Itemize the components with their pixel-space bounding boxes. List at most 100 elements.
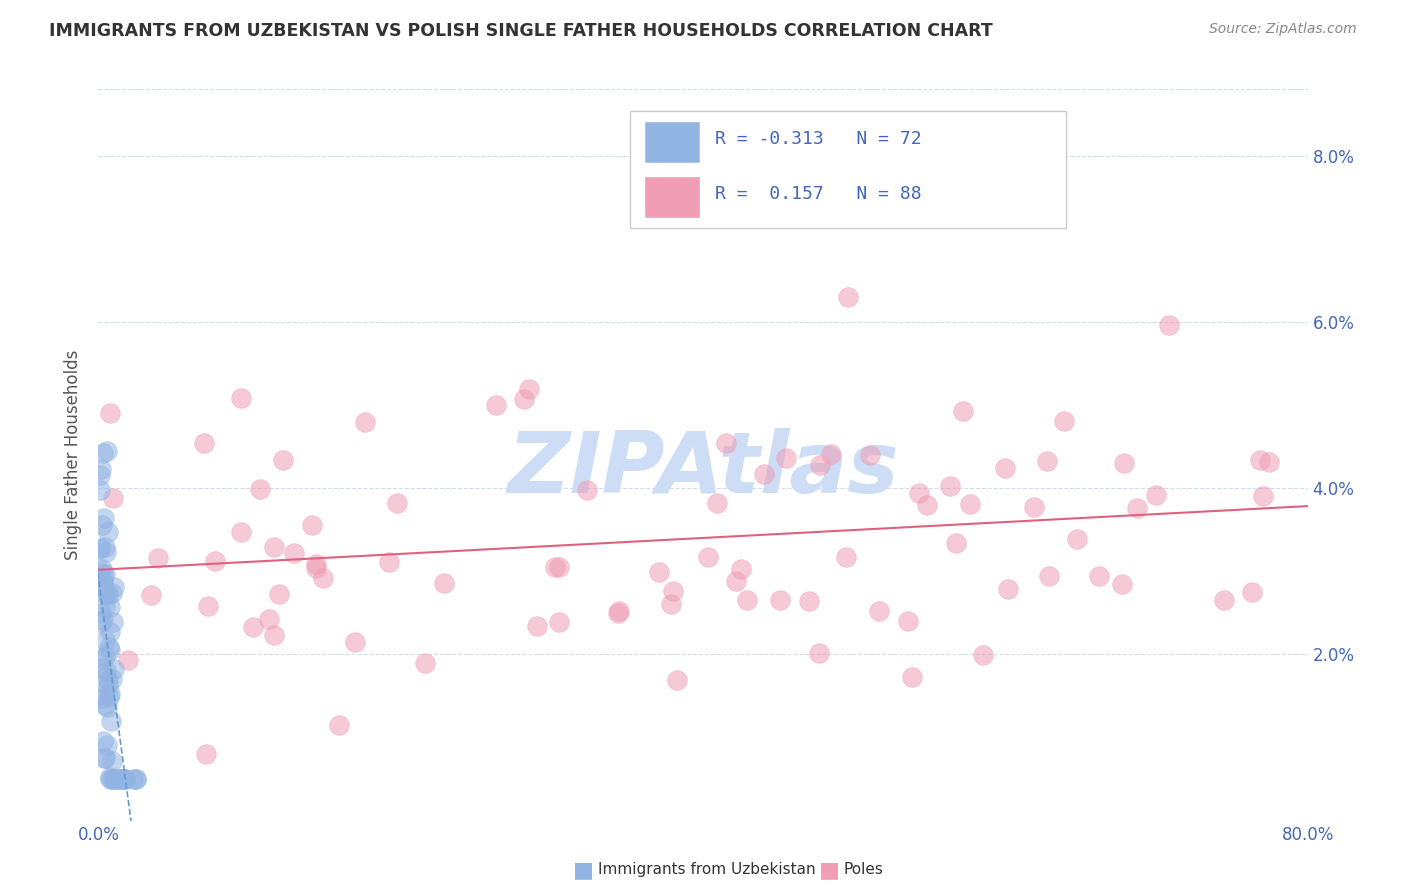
Y-axis label: Single Father Households: Single Father Households: [65, 350, 83, 560]
Point: [835, 550, 858, 565]
Point: [1126, 501, 1149, 516]
Point: [1053, 413, 1076, 427]
Point: [513, 392, 536, 407]
Point: [98, 771, 121, 785]
Point: [994, 460, 1017, 475]
Point: [96, 444, 118, 458]
Point: [859, 448, 882, 462]
Point: [91, 518, 114, 533]
Point: [101, 586, 124, 600]
Point: [98, 687, 121, 701]
Point: [139, 588, 162, 602]
Point: [93, 688, 115, 702]
Point: [1240, 585, 1263, 599]
Point: [526, 618, 548, 632]
Point: [544, 559, 567, 574]
Point: [385, 496, 408, 510]
Point: [96, 738, 118, 752]
Point: [820, 447, 842, 461]
Point: [354, 415, 377, 429]
Point: [769, 593, 792, 607]
Point: [100, 600, 122, 615]
Point: [263, 628, 285, 642]
Point: [125, 772, 148, 786]
Point: [91, 575, 114, 590]
Point: [939, 479, 962, 493]
Point: [837, 290, 859, 304]
Point: [111, 772, 134, 786]
Point: [94, 633, 117, 648]
Text: IMMIGRANTS FROM UZBEKISTAN VS POLISH SINGLE FATHER HOUSEHOLDS CORRELATION CHART: IMMIGRANTS FROM UZBEKISTAN VS POLISH SIN…: [49, 22, 993, 40]
Point: [90, 562, 112, 576]
Text: R =  0.157   N = 88: R = 0.157 N = 88: [716, 185, 922, 202]
Point: [193, 435, 215, 450]
Text: R = -0.313   N = 72: R = -0.313 N = 72: [716, 130, 922, 148]
Point: [98, 690, 121, 704]
Point: [103, 772, 125, 786]
Point: [90, 462, 112, 476]
Point: [97, 640, 120, 654]
Point: [714, 435, 737, 450]
Point: [752, 467, 775, 481]
Point: [90, 690, 112, 705]
Point: [94, 599, 117, 614]
Point: [575, 483, 598, 497]
Point: [125, 772, 148, 786]
Point: [1112, 456, 1135, 470]
Point: [90, 607, 112, 621]
Point: [108, 772, 131, 786]
Point: [91, 613, 114, 627]
Point: [91, 566, 114, 581]
Point: [101, 772, 124, 786]
Point: [735, 593, 758, 607]
Bar: [645, 122, 699, 162]
Point: [665, 673, 688, 687]
Point: [242, 620, 264, 634]
Point: [104, 772, 127, 786]
Point: [93, 511, 115, 525]
Point: [197, 599, 219, 613]
Point: [868, 604, 890, 618]
Point: [659, 597, 682, 611]
Point: [98, 624, 121, 639]
Point: [808, 458, 831, 472]
Point: [96, 699, 118, 714]
Point: [305, 557, 328, 571]
Point: [89, 483, 111, 497]
Point: [283, 546, 305, 560]
Point: [706, 496, 728, 510]
Point: [1251, 489, 1274, 503]
Point: [103, 580, 125, 594]
Point: [94, 751, 117, 765]
Point: [301, 518, 323, 533]
Point: [103, 772, 125, 786]
Point: [648, 566, 671, 580]
Point: [1111, 577, 1133, 591]
Point: [114, 772, 136, 786]
Point: [101, 754, 124, 768]
Point: [100, 714, 122, 728]
Point: [97, 679, 120, 693]
Point: [433, 576, 456, 591]
Point: [907, 485, 929, 500]
Point: [101, 672, 124, 686]
Point: [94, 567, 117, 582]
Point: [93, 446, 115, 460]
Point: [97, 524, 120, 539]
Bar: [645, 177, 699, 218]
Point: [959, 497, 981, 511]
Point: [1212, 593, 1234, 607]
Point: [94, 540, 117, 554]
Point: [725, 574, 748, 588]
Point: [90, 651, 112, 665]
Text: Immigrants from Uzbekistan: Immigrants from Uzbekistan: [598, 863, 815, 877]
Point: [90, 615, 112, 630]
Point: [730, 562, 752, 576]
Text: ZIPAtlas: ZIPAtlas: [508, 428, 898, 511]
Point: [98, 772, 121, 786]
Point: [101, 615, 124, 629]
Point: [343, 635, 366, 649]
Point: [90, 660, 112, 674]
Point: [96, 545, 118, 559]
Point: [93, 751, 115, 765]
